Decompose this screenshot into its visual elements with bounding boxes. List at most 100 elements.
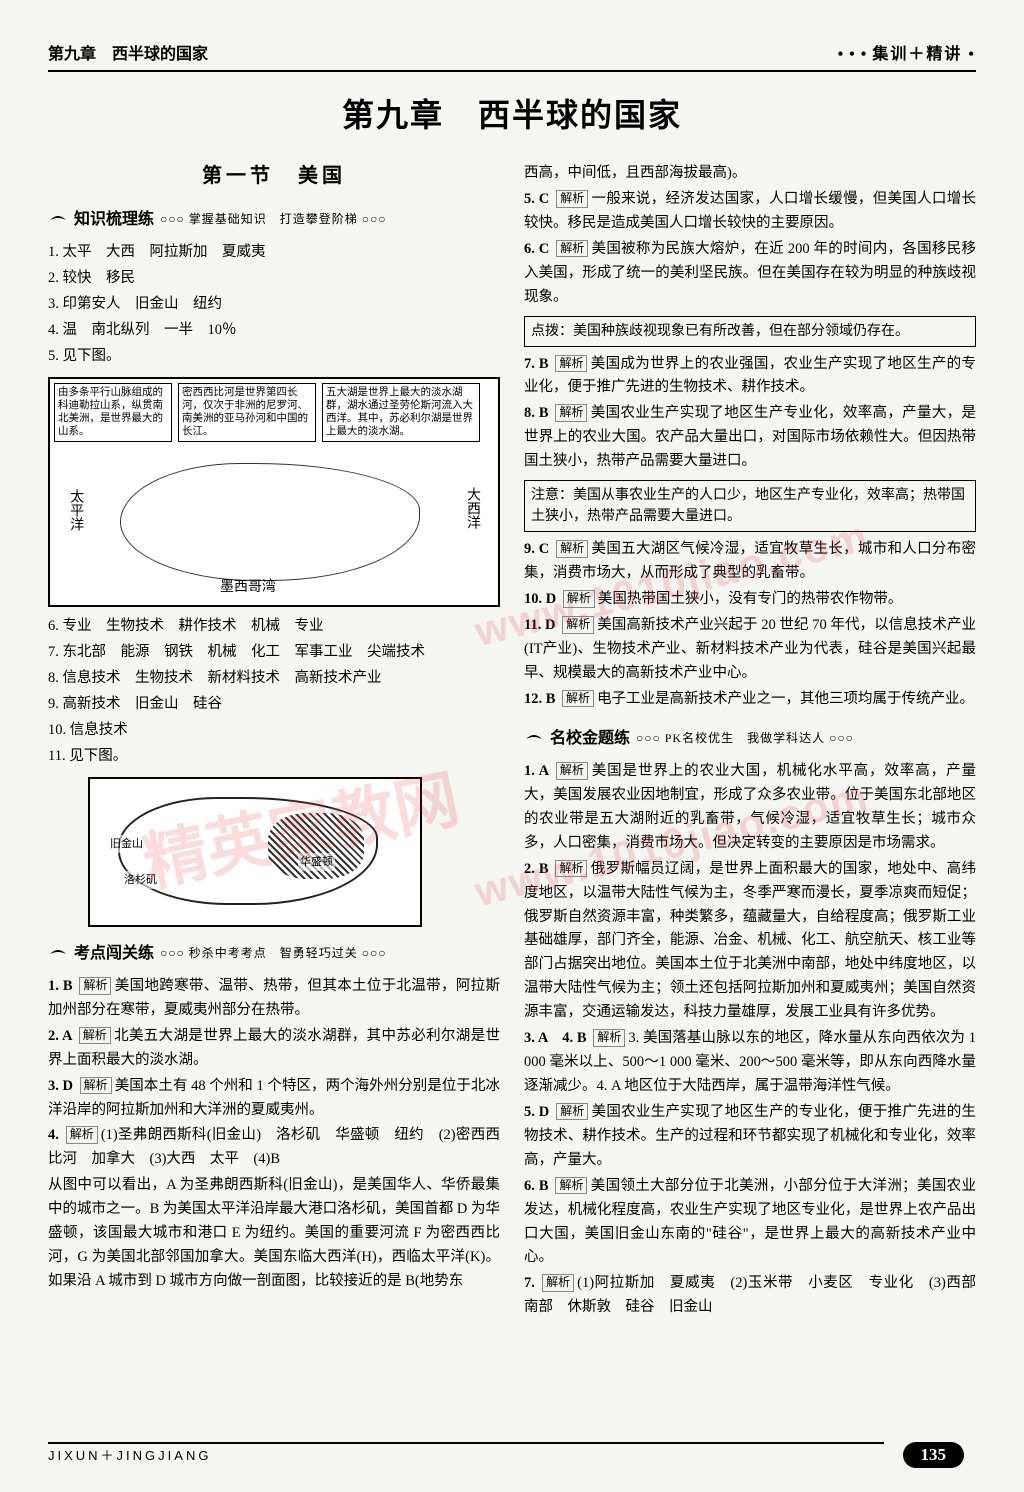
analysis-tag: 解析 <box>556 1103 588 1121</box>
note-box-1: 点拨：美国种族歧视现象已有所改善，但在部分领域仍存在。 <box>524 316 976 347</box>
answer-num: 3. A 4. B <box>524 1030 590 1046</box>
school-list: 1. A 解析美国是世界上的农业大国，机械化水平高，效率高，产量大，美国发展农业… <box>524 760 976 1320</box>
usa-map-diagram-1: 由多条平行山脉组成的科迪勒拉山系，纵贯南北美洲，是世界最大的山系。 密西西比河是… <box>48 377 500 607</box>
answer-text: 美国热带国土狭小，没有专门的热带农作物带。 <box>598 591 903 607</box>
answer-text: 一般来说，经济发达国家，人口增长缓慢，但美国人口增长较快。移民是造成美国人口增长… <box>524 191 976 231</box>
answer-item: 4. 解析(1)圣弗朗西斯科(旧金山) 洛杉矶 华盛顿 纽约 (2)密西西比河 … <box>48 1124 500 1172</box>
map2-label-dc: 华盛顿 <box>298 853 335 871</box>
answer-item: 2. A 解析北美五大湖是世界上最大的淡水湖群，其中苏必利尔湖是世界上面积最大的… <box>48 1025 500 1073</box>
answer-text: 美国农业生产实现了地区生产专业化，效率高，产量大，是世界上的农业大国。农产品大量… <box>524 405 976 469</box>
answer-text: 美国被称为民族大熔炉，在近 200 年的时间内，各国移民移入美国，形成了统一的美… <box>524 241 976 305</box>
exam-head-name: 考点闯关练 <box>74 941 154 967</box>
answer-num: 10. D <box>524 591 560 607</box>
answer-item: 7. 解析(1)阿拉斯加 夏威夷 (2)玉米带 小麦区 专业化 (3)西部 南部… <box>524 1272 976 1320</box>
answer-text: 3. 美国落基山脉以东的地区，降水量从东向西依次为 1 000 毫米以上、500… <box>524 1030 976 1094</box>
page-header: 第九章 西半球的国家 集训＋精讲 <box>48 40 976 64</box>
school-head-name: 名校金题练 <box>550 726 630 752</box>
right-intro: 西高，中间低，且西部海拔最高)。 <box>524 162 976 186</box>
answer-item: 1. A 解析美国是世界上的农业大国，机械化水平高，效率高，产量大，美国发展农业… <box>524 760 976 856</box>
answer-item: 5. C 解析一般来说，经济发达国家，人口增长缓慢，但美国人口增长较快。移民是造… <box>524 188 976 236</box>
knowledge-section-head: 知识梳理练 ○○○ 掌握基础知识 打造攀登阶梯 ○○○ <box>48 207 500 233</box>
note-box-2: 注意：美国从事农业生产的人口少，地区生产专业化，效率高；热带国土狭小，热带产品需… <box>524 480 976 532</box>
pointer-icon <box>48 210 68 230</box>
k-item: 5. 见下图。 <box>48 345 500 369</box>
map2-label-sf: 旧金山 <box>108 835 145 853</box>
map1-box-a: 由多条平行山脉组成的科迪勒拉山系，纵贯南北美洲，是世界最大的山系。 <box>54 383 172 442</box>
analysis-tag: 解析 <box>562 616 594 634</box>
answer-item: 3. A 4. B 解析3. 美国落基山脉以东的地区，降水量从东向西依次为 1 … <box>524 1027 976 1099</box>
page-number-badge: 135 <box>903 1442 965 1468</box>
section-subtitle: 第一节 美国 <box>48 160 500 193</box>
knowledge-head-name: 知识梳理练 <box>74 207 154 233</box>
k-item: 7. 东北部 能源 钢铁 机械 化工 军事工业 尖端技术 <box>48 641 500 665</box>
answer-text: 美国成为世界上的农业强国，农业生产实现了地区生产的专业化，便于推广先进的生物技术… <box>524 356 976 396</box>
usa-map-diagram-2: 旧金山 洛杉矶 华盛顿 <box>88 777 422 927</box>
two-column-layout: 第一节 美国 知识梳理练 ○○○ 掌握基础知识 打造攀登阶梯 ○○○ 1. 太平… <box>48 160 976 1322</box>
analysis-tag: 解析 <box>556 240 588 258</box>
answer-num: 7. <box>524 1275 539 1291</box>
answer-text: 美国本土有 48 个州和 1 个特区，两个海外州分别是位于北冰洋沿岸的阿拉斯加州… <box>48 1078 500 1118</box>
k-item: 6. 专业 生物技术 耕作技术 机械 专业 <box>48 615 500 639</box>
answer-num: 8. B <box>524 405 552 421</box>
analysis-tag: 解析 <box>555 860 587 878</box>
k-item: 1. 太平 大西 阿拉斯加 夏威夷 <box>48 241 500 265</box>
answer-num: 6. C <box>524 241 553 257</box>
chapter-title: 第九章 西半球的国家 <box>48 90 976 136</box>
answer-item: 8. B 解析美国农业生产实现了地区生产专业化，效率高，产量大，是世界上的农业大… <box>524 402 976 474</box>
analysis-tag: 解析 <box>556 762 588 780</box>
footer-rule <box>48 1442 884 1444</box>
answer-num: 5. C <box>524 191 553 207</box>
school-section-head: 名校金题练 ○○○ PK名校优生 我做学科达人 ○○○ <box>524 726 976 752</box>
answer-num: 7. B <box>524 356 552 372</box>
map1-gulf-label: 墨西哥湾 <box>220 576 276 599</box>
answer-item: 11. D 解析美国高新技术产业兴起于 20 世纪 70 年代，以信息技术产业(… <box>524 614 976 686</box>
answer-text: (1)阿拉斯加 夏威夷 (2)玉米带 小麦区 专业化 (3)西部 南部 休斯敦 … <box>524 1275 991 1315</box>
map1-atlantic-label: 大西洋 <box>461 487 484 529</box>
answer-item: 2. B 解析俄罗斯幅员辽阔，是世界上面积最大的国家，地处中、高纬度地区，以温带… <box>524 858 976 1025</box>
answer-num: 3. D <box>48 1078 77 1094</box>
answer-text: 美国农业生产实现了地区生产的专业化，便于推广先进的生物技术、耕作技术。生产的过程… <box>524 1104 976 1168</box>
right-list-1: 5. C 解析一般来说，经济发达国家，人口增长缓慢，但美国人口增长较快。移民是造… <box>524 188 976 310</box>
answer-num: 6. B <box>524 1178 552 1194</box>
header-left: 第九章 西半球的国家 <box>48 40 208 64</box>
analysis-tag: 解析 <box>556 190 588 208</box>
answer-item: 6. C 解析美国被称为民族大熔炉，在近 200 年的时间内，各国移民移入美国，… <box>524 238 976 310</box>
analysis-tag: 解析 <box>80 1077 112 1095</box>
answer-text: 北美五大湖是世界上最大的淡水湖群，其中苏必利尔湖是世界上面积最大的淡水湖。 <box>48 1028 500 1068</box>
map1-pacific-label: 太平洋 <box>64 489 87 531</box>
k-item: 10. 信息技术 <box>48 719 500 743</box>
analysis-tag: 解析 <box>555 404 587 422</box>
answer-item: 3. D 解析美国本土有 48 个州和 1 个特区，两个海外州分别是位于北冰洋沿… <box>48 1075 500 1123</box>
map1-country-outline <box>120 463 420 581</box>
answer-num: 1. B <box>48 978 76 994</box>
header-rule <box>48 70 976 72</box>
map1-box-b: 密西西比河是世界第四长河，仅次于非洲的尼罗河、南美洲的亚马孙河和中国的长江。 <box>178 383 316 442</box>
analysis-tag: 解析 <box>66 1126 98 1144</box>
answer-text: 美国是世界上的农业大国，机械化水平高，效率高，产量大，美国发展农业因地制宜，形成… <box>524 763 976 851</box>
analysis-tag: 解析 <box>555 355 587 373</box>
k-item: 9. 高新技术 旧金山 硅谷 <box>48 693 500 717</box>
answer-text: 美国五大湖区气候冷湿，适宜牧草生长，城市和人口分布密集，消费市场大，从而形成了典… <box>524 541 976 581</box>
right-list-2: 7. B 解析美国成为世界上的农业强国，农业生产实现了地区生产的专业化，便于推广… <box>524 353 976 475</box>
right-list-3: 9. C 解析美国五大湖区气候冷湿，适宜牧草生长，城市和人口分布密集，消费市场大… <box>524 538 976 711</box>
left-column: 第一节 美国 知识梳理练 ○○○ 掌握基础知识 打造攀登阶梯 ○○○ 1. 太平… <box>48 160 500 1322</box>
answer-num: 4. <box>48 1127 63 1143</box>
answer-item: 5. D 解析美国农业生产实现了地区生产的专业化，便于推广先进的生物技术、耕作技… <box>524 1101 976 1173</box>
analysis-tag: 解析 <box>593 1029 625 1047</box>
answer-item: 1. B 解析美国地跨寒带、温带、热带，但其本土位于北温带，阿拉斯加州部分在寒带… <box>48 975 500 1023</box>
answer-num: 5. D <box>524 1104 553 1120</box>
analysis-tag: 解析 <box>542 1274 574 1292</box>
exam-section-head: 考点闯关练 ○○○ 秒杀中考考点 智勇轻巧过关 ○○○ <box>48 941 500 967</box>
k-item: 8. 信息技术 生物技术 新材料技术 高新技术产业 <box>48 667 500 691</box>
analysis-tag: 解析 <box>556 540 588 558</box>
k-item: 3. 印第安人 旧金山 纽约 <box>48 293 500 317</box>
answer-item: 10. D 解析美国热带国土狭小，没有专门的热带农作物带。 <box>524 588 976 612</box>
pointer-icon <box>48 944 68 964</box>
footer-text: JIXUN＋JINGJIANG <box>48 1445 211 1464</box>
answer-text: (1)圣弗朗西斯科(旧金山) 洛杉矶 华盛顿 纽约 (2)密西西比河 加拿大 (… <box>48 1127 500 1167</box>
answer-num: 2. B <box>524 861 552 877</box>
answer-text: 从图中可以看出，A 为圣弗朗西斯科(旧金山)，是美国华人、华侨最集中的城市之一。… <box>48 1177 500 1289</box>
analysis-tag: 解析 <box>79 1027 111 1045</box>
answer-text: 美国地跨寒带、温带、热带，但其本土位于北温带，阿拉斯加州部分在寒带，夏威夷州部分… <box>48 978 500 1018</box>
answer-item: 6. B 解析美国领土大部分位于北美洲，小部分位于大洋洲；美国农业发达，机械化程… <box>524 1175 976 1271</box>
